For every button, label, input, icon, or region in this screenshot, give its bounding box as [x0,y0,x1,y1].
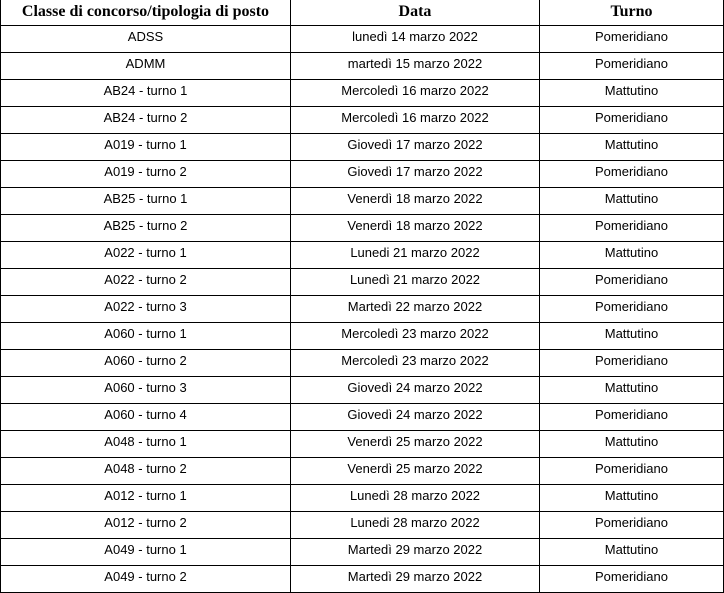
table-row: AB25 - turno 2 Venerdì 18 marzo 2022 Pomer… [0,214,724,242]
cell-turno: Pomeridiano [539,403,724,431]
cell-classe: A012 - turno 1 [0,484,291,512]
cell-data: Mercoledì 16 marzo 2022 [290,106,540,134]
cell-turno: Mattutino [539,79,724,107]
cell-turno: Mattutino [539,538,724,566]
table-row: A049 - turno 2 Martedì 29 marzo 2022 Pomer… [0,565,724,593]
cell-turno: Pomeridiano [539,457,724,485]
cell-data: Venerdì 18 marzo 2022 [290,214,540,242]
cell-classe: A060 - turno 1 [0,322,291,350]
table-row: A049 - turno 1 Martedì 29 marzo 2022 Mattu… [0,538,724,566]
table-row: AB24 - turno 2 Mercoledì 16 marzo 2022 Pom… [0,106,724,134]
cell-data: Mercoledì 23 marzo 2022 [290,349,540,377]
cell-data: Martedì 22 marzo 2022 [290,295,540,323]
table-row: A019 - turno 2 Giovedì 17 marzo 2022 Pomer… [0,160,724,188]
cell-data: Mercoledì 23 marzo 2022 [290,322,540,350]
table-row: A012 - turno 2 Lunedi 28 marzo 2022 Pomeri… [0,511,724,539]
cell-turno: Pomeridiano [539,160,724,188]
table-row: AB25 - turno 1 Venerdì 18 marzo 2022 Mattu… [0,187,724,215]
cell-data: Lunedì 28 marzo 2022 [290,484,540,512]
header-classe: Classe di concorso/tipologia di posto [0,0,291,26]
cell-classe: A048 - turno 1 [0,430,291,458]
cell-classe: A012 - turno 2 [0,511,291,539]
cell-classe: ADMM [0,52,291,80]
cell-data: Martedì 29 marzo 2022 [290,565,540,593]
cell-classe: A019 - turno 1 [0,133,291,161]
cell-data: Lunedi 21 marzo 2022 [290,241,540,269]
cell-data: Giovedì 24 marzo 2022 [290,403,540,431]
header-turno: Turno [539,0,724,26]
cell-classe: AB24 - turno 2 [0,106,291,134]
cell-turno: Mattutino [539,484,724,512]
cell-data: Venerdì 25 marzo 2022 [290,430,540,458]
cell-classe: A049 - turno 2 [0,565,291,593]
cell-classe: A019 - turno 2 [0,160,291,188]
cell-turno: Pomeridiano [539,25,724,53]
cell-turno: Pomeridiano [539,565,724,593]
table-body: ADSS lunedì 14 marzo 2022 Pomeridiano ADMM m… [0,25,724,593]
cell-turno: Mattutino [539,322,724,350]
header-data: Data [290,0,540,26]
table-row: AB24 - turno 1 Mercoledì 16 marzo 2022 Mat… [0,79,724,107]
table-row: A012 - turno 1 Lunedì 28 marzo 2022 Mattut… [0,484,724,512]
cell-classe: A049 - turno 1 [0,538,291,566]
cell-turno: Pomeridiano [539,106,724,134]
table-row: A022 - turno 1 Lunedi 21 marzo 2022 Mattut… [0,241,724,269]
table-row: A060 - turno 4 Giovedì 24 marzo 2022 Pomer… [0,403,724,431]
cell-turno: Mattutino [539,430,724,458]
cell-turno: Mattutino [539,133,724,161]
cell-turno: Mattutino [539,187,724,215]
cell-data: Giovedì 17 marzo 2022 [290,160,540,188]
cell-classe: AB25 - turno 1 [0,187,291,215]
cell-classe: A060 - turno 3 [0,376,291,404]
table-row: A019 - turno 1 Giovedì 17 marzo 2022 Mattu… [0,133,724,161]
cell-turno: Mattutino [539,241,724,269]
cell-turno: Pomeridiano [539,349,724,377]
cell-classe: A048 - turno 2 [0,457,291,485]
cell-classe: A060 - turno 2 [0,349,291,377]
cell-data: Venerdì 18 marzo 2022 [290,187,540,215]
cell-data: Lunedi 28 marzo 2022 [290,511,540,539]
table-row: A060 - turno 2 Mercoledì 23 marzo 2022 Pom… [0,349,724,377]
cell-data: lunedì 14 marzo 2022 [290,25,540,53]
cell-classe: A022 - turno 1 [0,241,291,269]
cell-classe: A022 - turno 3 [0,295,291,323]
cell-data: Venerdì 25 marzo 2022 [290,457,540,485]
cell-turno: Mattutino [539,376,724,404]
cell-data: Giovedì 24 marzo 2022 [290,376,540,404]
cell-classe: AB25 - turno 2 [0,214,291,242]
cell-classe: A022 - turno 2 [0,268,291,296]
table-row: A022 - turno 3 Martedì 22 marzo 2022 Pomer… [0,295,724,323]
cell-classe: A060 - turno 4 [0,403,291,431]
cell-data: Giovedì 17 marzo 2022 [290,133,540,161]
cell-turno: Pomeridiano [539,511,724,539]
table-row: A060 - turno 3 Giovedì 24 marzo 2022 Mattu… [0,376,724,404]
table-row: A022 - turno 2 Lunedì 21 marzo 2022 Pomeri… [0,268,724,296]
table-row: ADSS lunedì 14 marzo 2022 Pomeridiano [0,25,724,53]
table-row: A060 - turno 1 Mercoledì 23 marzo 2022 Mat… [0,322,724,350]
cell-turno: Pomeridiano [539,214,724,242]
cell-data: martedì 15 marzo 2022 [290,52,540,80]
cell-turno: Pomeridiano [539,52,724,80]
table-row: A048 - turno 2 Venerdì 25 marzo 2022 Pomer… [0,457,724,485]
cell-turno: Pomeridiano [539,268,724,296]
cell-classe: AB24 - turno 1 [0,79,291,107]
table-row: A048 - turno 1 Venerdì 25 marzo 2022 Mattu… [0,430,724,458]
cell-data: Martedì 29 marzo 2022 [290,538,540,566]
table-row: ADMM martedì 15 marzo 2022 Pomeridiano [0,52,724,80]
header-row: Classe di concorso/tipologia di posto Da… [0,0,724,26]
cell-classe: ADSS [0,25,291,53]
cell-data: Mercoledì 16 marzo 2022 [290,79,540,107]
cell-turno: Pomeridiano [539,295,724,323]
cell-data: Lunedì 21 marzo 2022 [290,268,540,296]
